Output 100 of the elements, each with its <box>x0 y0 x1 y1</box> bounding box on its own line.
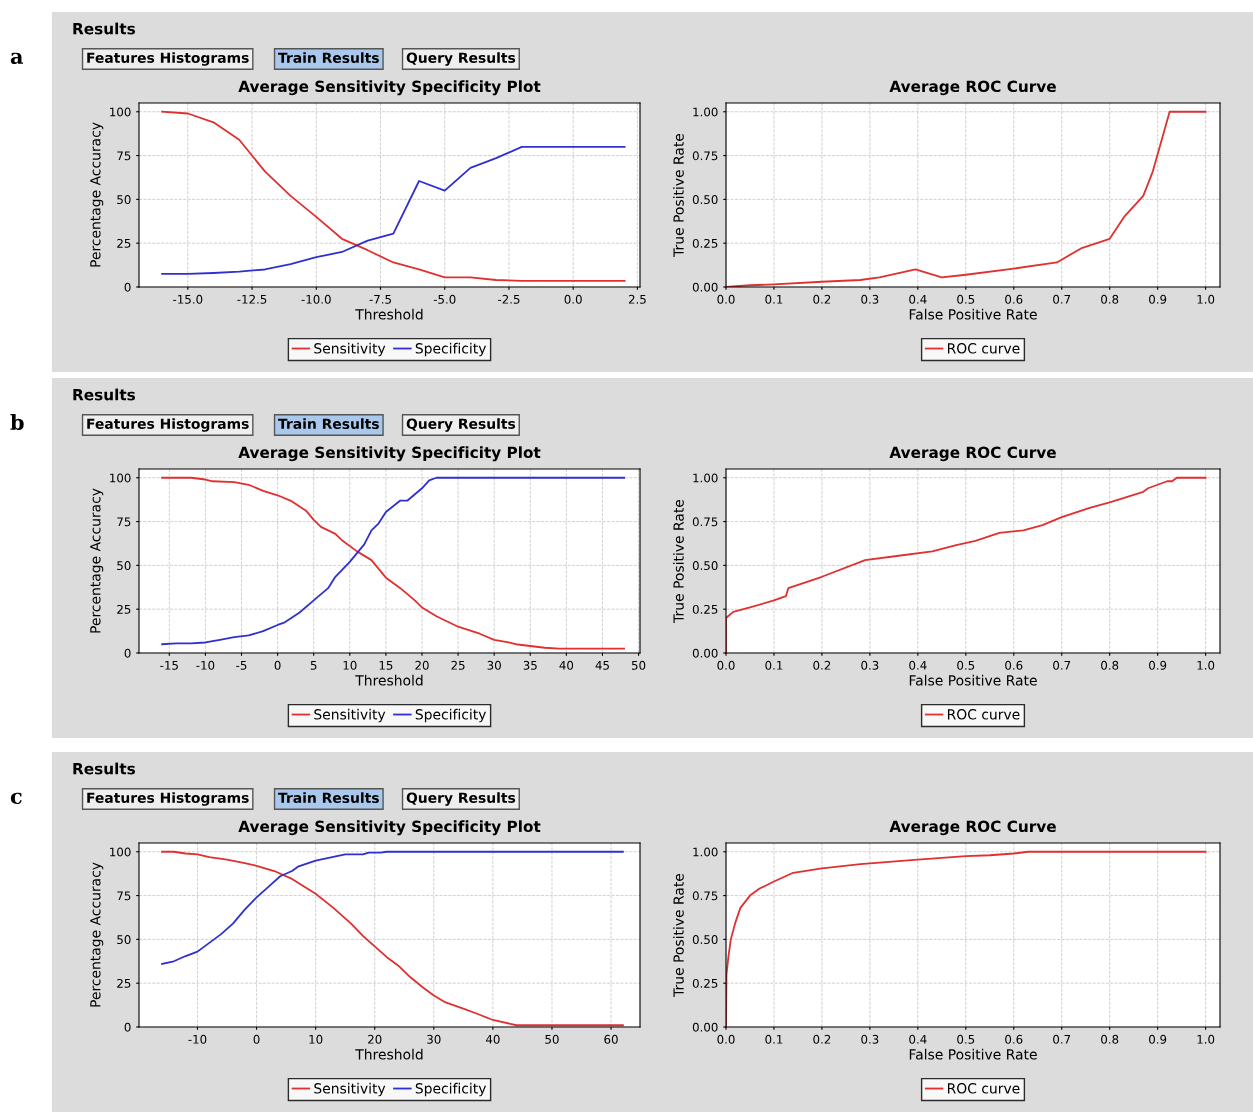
x-tick-label: 5 <box>310 661 317 670</box>
y-tick-label: 0.75 <box>692 517 718 527</box>
text: b <box>10 413 24 431</box>
text: Query Results <box>406 792 516 806</box>
x-tick-label: -12.5 <box>237 294 267 304</box>
text: a <box>10 52 24 65</box>
y-tick-label: 0.50 <box>692 561 718 571</box>
y-tick-label: 100 <box>110 847 131 857</box>
x-tick-label: 40 <box>485 1034 500 1044</box>
x-tick-label: 25 <box>451 660 465 670</box>
y-tick-label: 75 <box>117 151 131 161</box>
x-tick-label: 0.4 <box>909 1034 927 1044</box>
text: Features Histograms <box>87 792 249 806</box>
x-tick-label: 0.9 <box>1149 294 1167 304</box>
legend-label: Sensitivity <box>314 708 386 723</box>
y-axis-title: True Positive Rate <box>673 873 684 997</box>
chart-title: Average ROC Curve <box>889 820 1056 836</box>
x-tick-label: -5.0 <box>433 294 456 304</box>
x-tick-label: 0.8 <box>1101 294 1119 304</box>
y-tick-label: 0.25 <box>692 604 718 614</box>
x-tick-label: 30 <box>427 1034 441 1044</box>
y-tick-label: 100 <box>110 473 131 483</box>
x-axis-title: Threshold <box>355 1048 423 1060</box>
x-tick-label: 0.1 <box>765 294 783 304</box>
x-tick-label: 0.6 <box>1005 294 1023 304</box>
line-series <box>161 110 626 282</box>
x-axis-title: False Positive Rate <box>909 308 1037 320</box>
y-tick-label: 0.75 <box>692 891 718 901</box>
legend-label: ROC curve <box>947 1083 1020 1094</box>
y-tick-label: 0 <box>124 1022 131 1032</box>
text: Train Results <box>278 418 379 430</box>
chart-title: Average Sensitivity Specificity Plot <box>238 80 541 96</box>
x-tick-label: 0.4 <box>909 294 927 304</box>
x-tick-label: -10.0 <box>301 294 331 304</box>
x-tick-label: 45 <box>595 661 609 670</box>
x-tick-label: 30 <box>487 660 501 670</box>
x-tick-label: -15.0 <box>173 294 203 304</box>
legend-label: ROC curve <box>947 709 1020 720</box>
x-axis-title: Threshold <box>355 674 423 686</box>
x-tick-label: 0.9 <box>1149 1034 1167 1044</box>
x-axis-title: False Positive Rate <box>909 1048 1037 1060</box>
x-tick-label: 40 <box>559 660 574 670</box>
x-tick-label: 0.7 <box>1053 294 1071 304</box>
x-tick-label: -15 <box>160 661 178 670</box>
y-tick-label: 0.25 <box>692 978 718 988</box>
y-tick-label: 0.75 <box>692 151 718 161</box>
y-tick-label: 100 <box>110 107 131 117</box>
y-tick-label: 0.00 <box>692 1022 718 1032</box>
y-axis-title: True Positive Rate <box>673 499 684 623</box>
x-tick-label: 20 <box>368 1034 382 1044</box>
x-tick-label: 1.0 <box>1197 294 1215 304</box>
y-tick-label: 25 <box>117 978 131 988</box>
x-tick-label: 0.1 <box>765 1034 783 1044</box>
y-tick-label: 1.00 <box>693 107 718 117</box>
x-tick-label: -2.5 <box>498 294 520 304</box>
text: Results <box>73 22 136 35</box>
text: Results <box>73 762 136 775</box>
x-tick-label: 0.2 <box>813 1034 831 1044</box>
x-tick-label: 0.0 <box>717 294 735 304</box>
chart-title: Average ROC Curve <box>889 80 1056 96</box>
y-axis-title: Percentage Accuracy <box>90 488 104 633</box>
x-tick-label: 0 <box>253 1034 260 1044</box>
y-tick-label: 25 <box>117 238 131 248</box>
y-tick-label: 25 <box>117 604 131 614</box>
x-tick-label: 10 <box>309 1034 323 1044</box>
x-tick-label: 0.4 <box>909 660 927 670</box>
x-tick-label: -10 <box>196 660 215 670</box>
x-tick-label: 50 <box>545 1034 559 1044</box>
chart-title: Average Sensitivity Specificity Plot <box>238 446 541 462</box>
y-tick-label: 50 <box>117 195 131 205</box>
line-series <box>161 850 624 965</box>
x-tick-label: 0.5 <box>957 294 975 304</box>
x-tick-label: 0 <box>274 660 281 670</box>
y-axis-title: True Positive Rate <box>673 133 684 257</box>
y-tick-label: 50 <box>117 561 131 571</box>
text: Features Histograms <box>87 52 249 66</box>
x-tick-label: 35 <box>523 660 537 670</box>
legend-label: Sensitivity <box>314 342 386 357</box>
x-tick-label: 0.2 <box>813 294 831 304</box>
x-tick-label: 0.2 <box>813 660 831 670</box>
legend-label: ROC curve <box>947 343 1020 354</box>
legend-label: Sensitivity <box>314 1082 386 1097</box>
text: Train Results <box>278 52 379 64</box>
y-tick-label: 0.00 <box>692 648 718 658</box>
text: Results <box>73 388 136 401</box>
x-tick-label: 10 <box>343 660 357 670</box>
x-tick-label: 50 <box>631 660 646 670</box>
x-tick-label: 1.0 <box>1197 1034 1215 1044</box>
y-tick-label: 75 <box>117 891 131 901</box>
y-tick-label: 0.25 <box>692 238 718 248</box>
chart-title: Average Sensitivity Specificity Plot <box>238 820 541 836</box>
x-tick-label: 0.6 <box>1005 660 1023 670</box>
x-tick-label: 0.0 <box>717 660 735 670</box>
x-tick-label: 0.8 <box>1101 660 1119 670</box>
text: Query Results <box>406 418 516 432</box>
y-tick-label: 0.00 <box>692 282 718 292</box>
y-tick-label: 0 <box>124 648 131 658</box>
y-tick-label: 1.00 <box>693 847 718 857</box>
line-series <box>161 850 624 1027</box>
y-tick-label: 1.00 <box>693 473 718 483</box>
